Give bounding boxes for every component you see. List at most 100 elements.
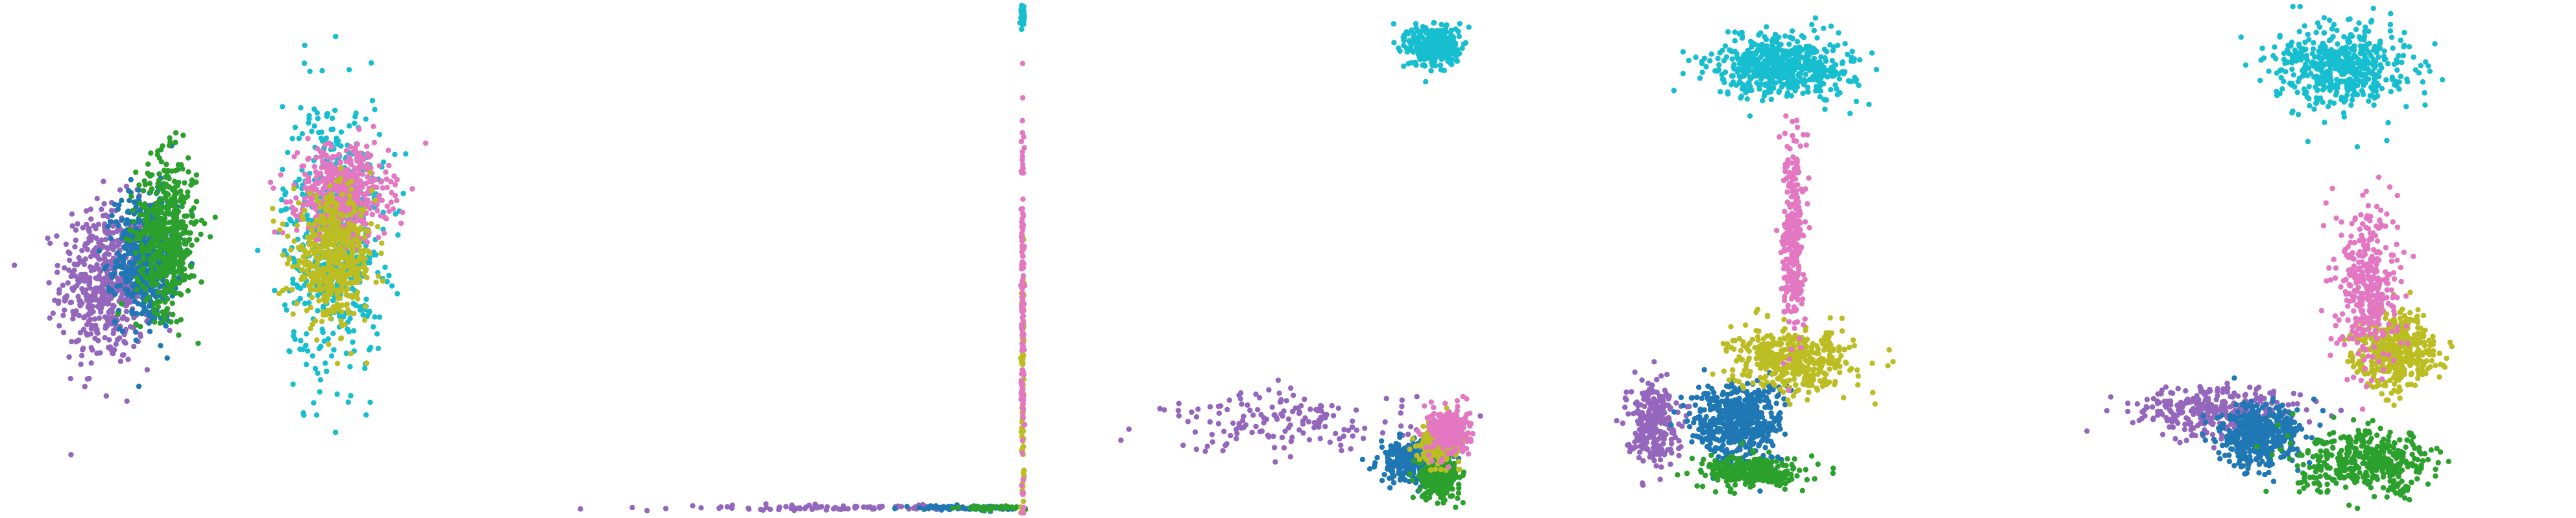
scatter-point-purple [96,315,103,321]
scatter-point-cyan [300,410,306,416]
scatter-point-pink [1465,430,1472,436]
scatter-point-pink [1021,319,1027,326]
scatter-point-purple [91,247,97,253]
scatter-point-olive [349,223,355,228]
scatter-point-cyan [298,338,304,344]
scatter-point-pink [1019,490,1025,497]
scatter-point-pink [1019,450,1025,456]
scatter-point-cyan [376,132,382,138]
scatter-point-pink [422,140,429,146]
scatter-point-cyan [350,339,356,345]
scatter-point-olive [361,317,368,323]
scatter-point-olive [343,280,350,287]
scatter-point-green [138,323,143,330]
scatter-point-cyan [333,34,339,40]
scatter-point-green [154,282,160,288]
scatter-point-purple [1379,430,1386,436]
scatter-point-green [1440,474,1446,480]
scatter-point-cyan [289,136,295,142]
scatter-point-olive [355,267,361,273]
scatter-point-cyan [282,302,288,308]
scatter-point-pink [361,191,367,197]
scatter-point-green [955,504,962,510]
scatter-point-blue [1387,485,1393,491]
scatter-point-pink [1019,60,1026,67]
scatter-point-cyan [334,391,340,397]
scatter-point-cyan [403,151,409,157]
scatter-point-purple [1322,423,1328,430]
scatter-point-pink [1465,451,1472,457]
scatter-point-green [147,180,153,186]
scatter-point-olive [319,234,325,240]
scatter-point-green [153,253,159,259]
scatter-point-green [172,167,178,174]
scatter-point-pink [376,163,382,169]
scatter-point-olive [319,319,325,325]
scatter-point-olive [328,191,334,197]
scatter-point-olive [338,175,344,181]
scatter-point-olive [313,193,319,199]
scatter-point-olive [340,262,346,268]
scatter-point-purple [60,282,66,288]
scatter-point-purple [103,251,109,257]
scatter-point-green [150,207,156,214]
scatter-point-olive [334,360,341,367]
scatter-point-cyan [360,312,366,318]
scatter-point-cyan [315,370,321,376]
scatter-point-green [186,169,191,175]
scatter-point-purple [66,354,72,360]
scatter-point-olive [307,190,313,196]
scatter-point-purple [67,376,74,382]
scatter-point-purple [1209,439,1215,445]
scatter-point-olive [348,351,354,356]
scatter-point-purple [103,212,109,218]
scatter-point-blue [129,293,136,300]
scatter-point-cyan [306,300,312,306]
scatter-point-purple [1118,438,1124,443]
scatter-panel-2 [577,3,1028,516]
scatter-point-purple [1228,432,1233,439]
scatter-point-pink [390,206,396,212]
scatter-point-pink [348,162,354,167]
scatter-point-olive [361,234,367,240]
scatter-point-pink [1464,396,1470,402]
scatter-point-cyan [334,135,339,142]
scatter-point-purple [1283,398,1289,404]
scatter-point-purple [577,506,583,512]
scatter-point-purple [88,317,93,323]
scatter-point-cyan [371,324,376,330]
scatter-point-purple [81,262,88,267]
scatter-point-purple [1285,416,1292,422]
scatter-point-blue [117,254,123,260]
scatter-point-olive [296,200,302,206]
scatter-point-pink [382,230,387,236]
scatter-point-green [1003,503,1009,509]
scatter-point-purple [60,312,66,318]
scatter-point-pink [289,204,295,211]
scatter-point-green [151,319,158,325]
scatter-point-green [163,247,169,253]
scatter-point-green [186,237,192,243]
scatter-point-purple [1278,397,1284,403]
scatter-point-pink [1442,401,1448,406]
scatter-point-pink [380,185,386,191]
scatter-point-blue [136,384,142,389]
scatter-point-green [1435,490,1441,497]
scatter-point-green [176,253,183,258]
scatter-point-purple [690,503,696,509]
scatter-point-olive [362,304,369,310]
scatter-point-olive [334,301,340,307]
scatter-point-pink [313,155,319,161]
scatter-point-cyan [1453,26,1459,32]
scatter-point-olive [314,198,320,204]
scatter-point-blue [1386,475,1392,481]
scatter-point-pink [313,169,319,175]
scatter-point-pink [347,144,354,150]
scatter-point-olive [1019,361,1025,367]
scatter-point-pink [1450,425,1455,430]
scatter-point-pink [391,173,397,179]
scatter-point-pink [1021,422,1027,428]
scatter-point-pink [1019,282,1025,288]
scatter-point-green [148,271,154,277]
scatter-point-pink [1021,347,1027,353]
